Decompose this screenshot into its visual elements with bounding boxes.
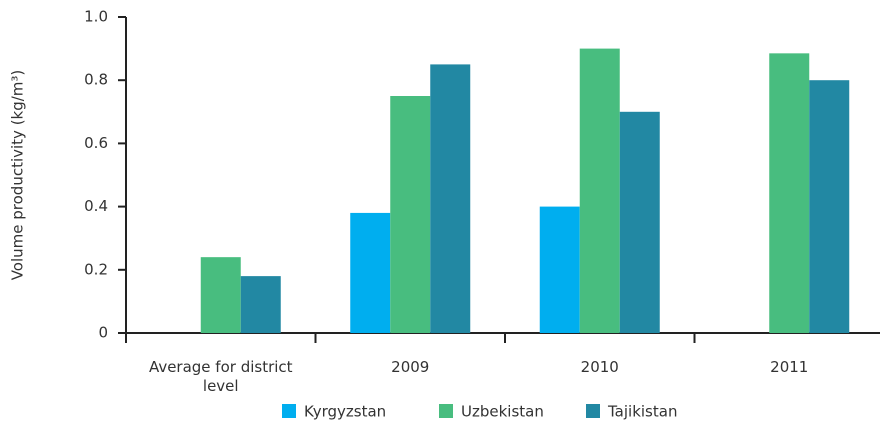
bar: [350, 212, 391, 333]
bar: [769, 53, 810, 334]
x-tick-label: 2011: [770, 358, 809, 376]
y-tick-label: 0: [98, 324, 108, 342]
y-tick-label: 1.0: [84, 8, 108, 26]
y-axis-label: Volume productivity (kg/m³): [9, 70, 27, 281]
bar: [200, 257, 241, 333]
x-tick-label: 2009: [391, 358, 430, 376]
bar: [809, 80, 850, 333]
x-tick-label: Average for district level: [148, 358, 293, 395]
y-tick-label: 0.2: [84, 260, 108, 278]
legend-label: Kyrgyzstan: [304, 403, 386, 421]
bar: [539, 206, 580, 333]
x-tick-label: 2010: [580, 358, 619, 376]
bar: [430, 64, 471, 334]
legend-swatch: [282, 404, 296, 418]
bar: [240, 276, 281, 333]
legend-label: Tajikistan: [607, 403, 677, 421]
y-tick-label: 0.6: [84, 134, 108, 152]
legend-swatch: [439, 404, 453, 418]
bar: [390, 96, 431, 333]
legend-swatch: [586, 404, 600, 418]
bar: [619, 111, 660, 333]
y-tick-label: 0.8: [84, 71, 108, 89]
y-tick-label: 0.4: [84, 197, 108, 215]
legend-label: Uzbekistan: [461, 403, 544, 421]
bar: [579, 48, 620, 333]
